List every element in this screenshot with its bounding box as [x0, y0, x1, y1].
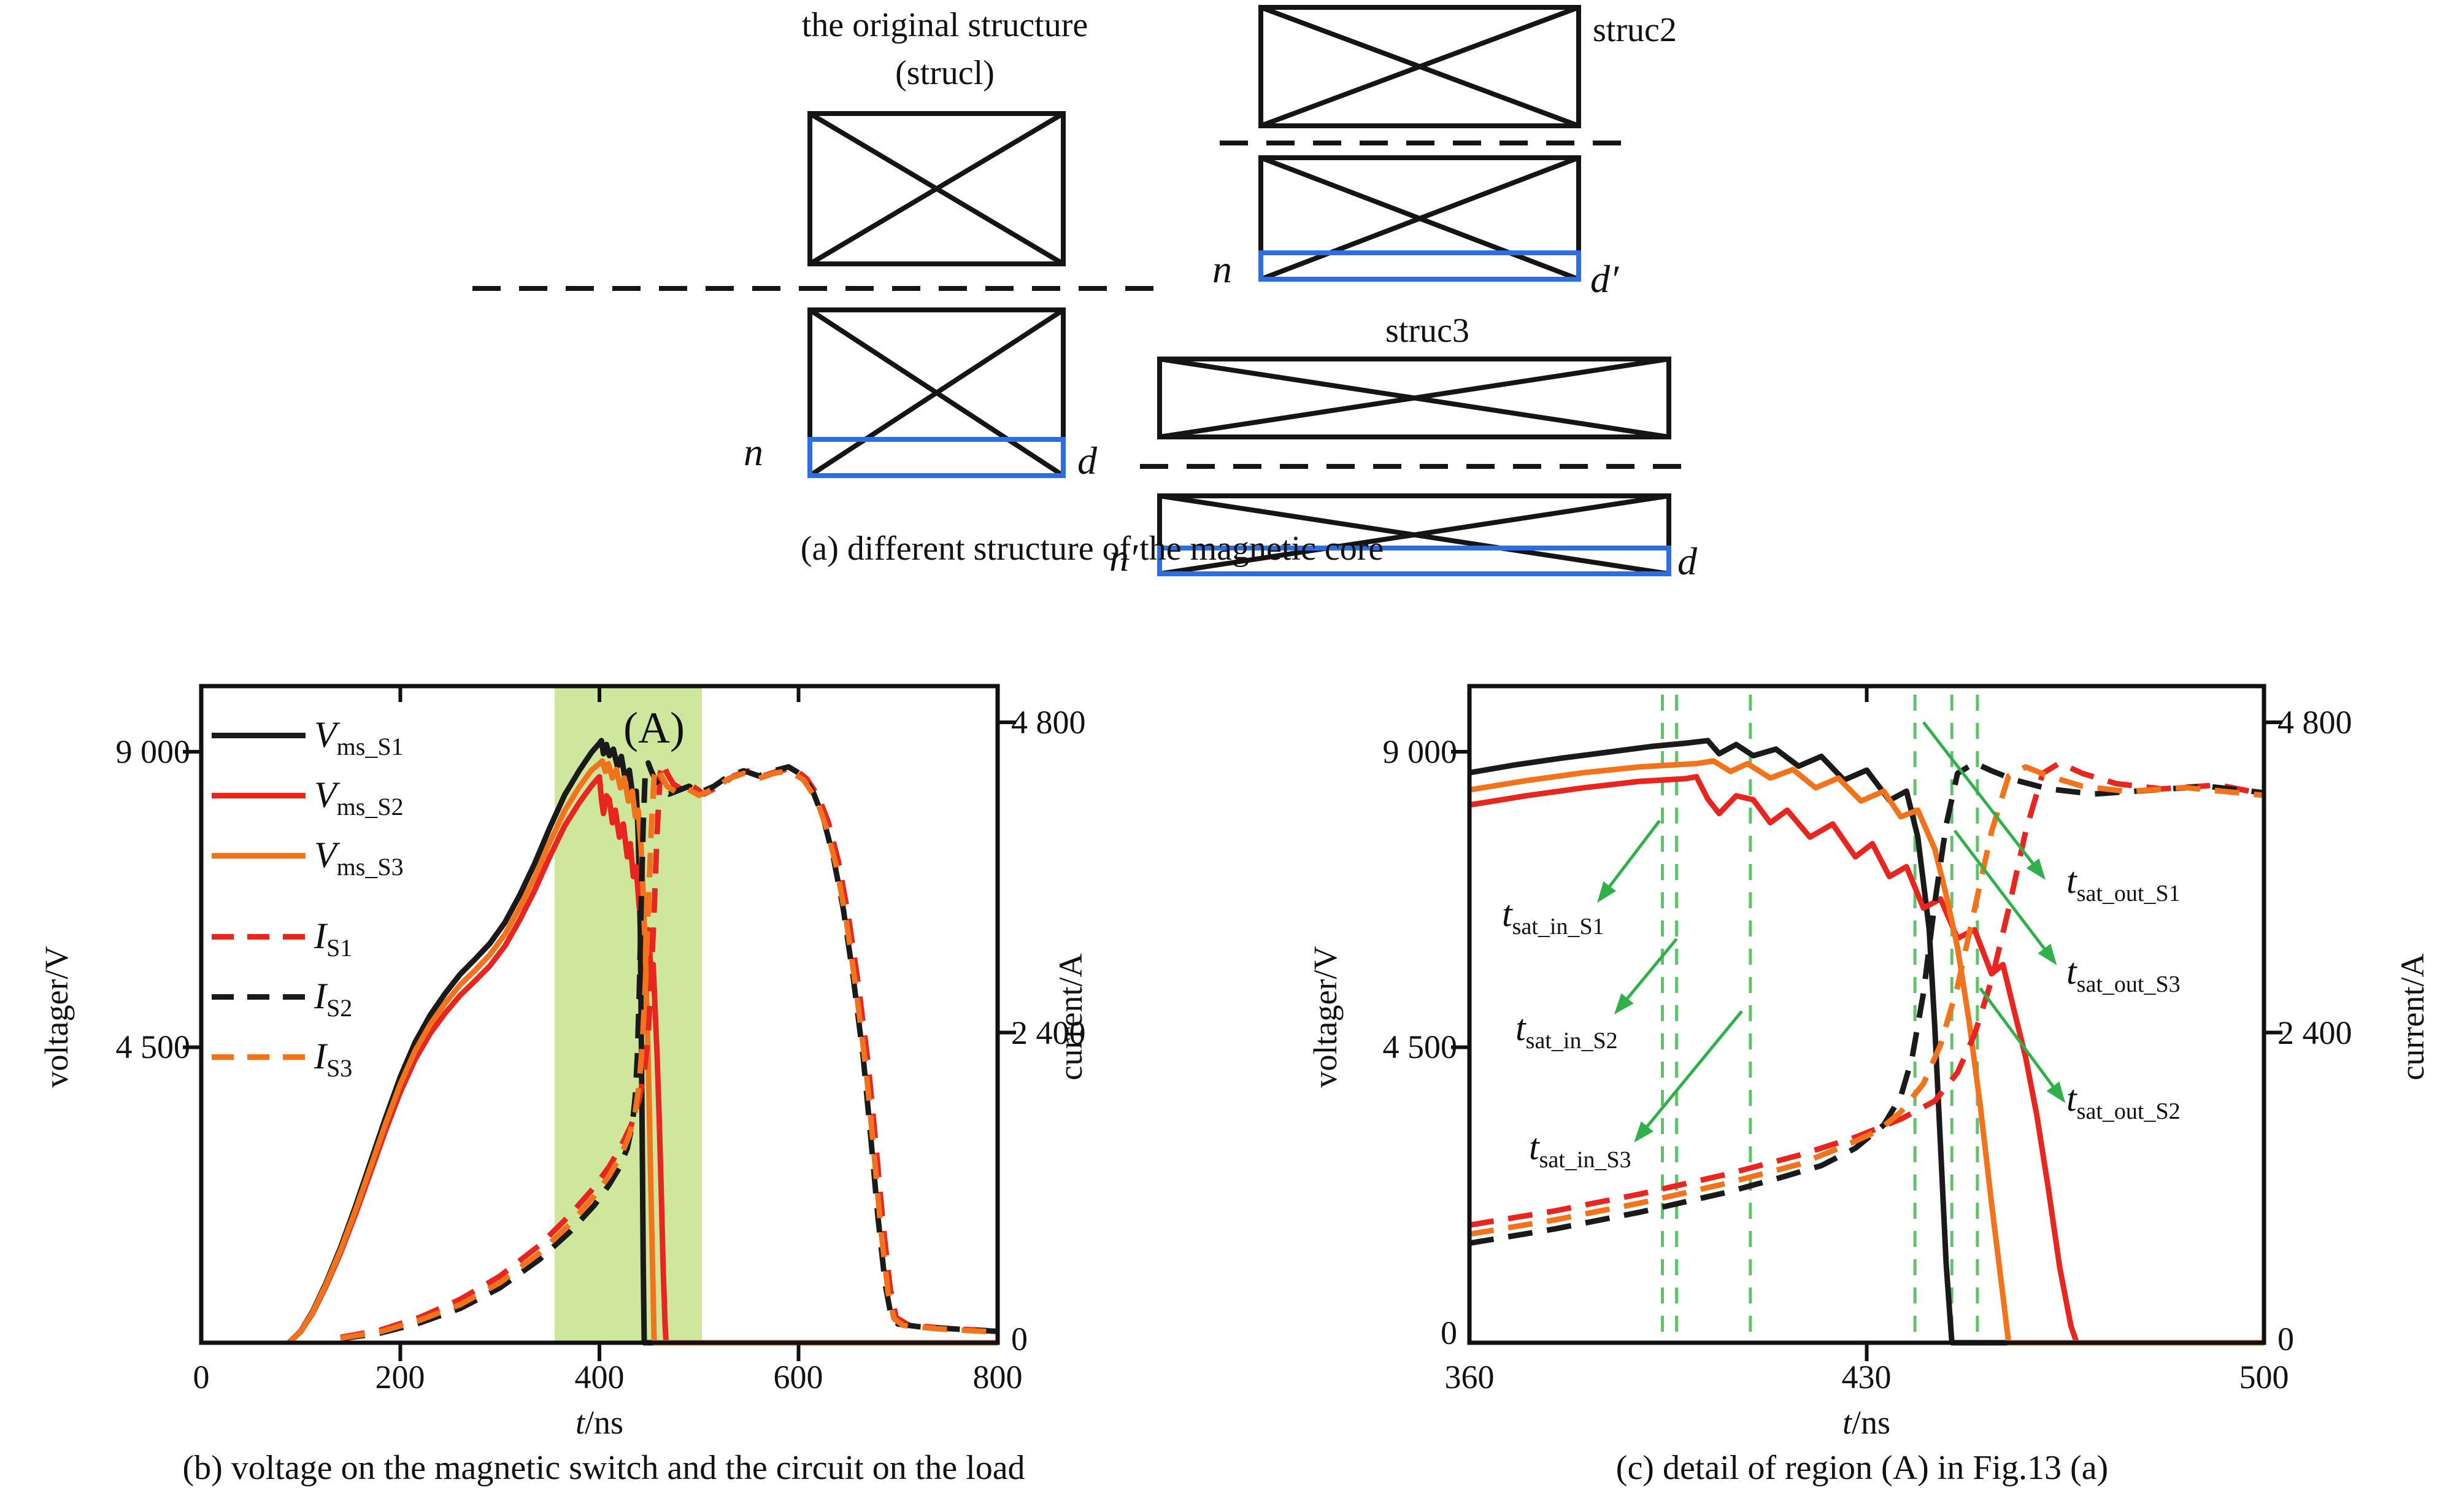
struc2-top-core-rect — [1258, 5, 1581, 128]
panel-c-caption: (c) detail of region (A) in Fig.13 (a) — [1615, 1449, 2109, 1487]
b-yr-tick-0: 0 — [1011, 1321, 1028, 1357]
annotation-t-sat-in-s1: tsat_in_S1 — [1502, 894, 1604, 940]
struc1-top-core-diag2 — [808, 111, 1065, 266]
b-x-tick-600: 600 — [773, 1359, 823, 1396]
b-yr-tick-2400: 2 400 — [1011, 1014, 1086, 1051]
legend-swatch-i-s3 — [212, 1054, 306, 1060]
legend-label-i-s1: IS1 — [314, 916, 353, 962]
struc1-winding-blue-rect — [807, 437, 1066, 478]
struc1-bottom-core-diag2 — [808, 307, 1065, 478]
c-x-tick-430: 430 — [1841, 1359, 1892, 1396]
region-A-label: (A) — [623, 703, 685, 752]
legend-label-i-s2: IS2 — [314, 976, 353, 1022]
legend-swatch-i-s2 — [212, 994, 306, 1000]
c-yl-tick-4500: 4 500 — [1382, 1029, 1458, 1065]
legend-label-vms-s2: Vms_S2 — [314, 774, 404, 820]
c-yl-tick-0: 0 — [1441, 1315, 1457, 1351]
b-x-tick-0: 0 — [193, 1359, 210, 1396]
c-yl-tick-9000: 9 000 — [1382, 733, 1458, 770]
struc2-top-core-diag2 — [1260, 5, 1580, 128]
legend-label-vms-s3: Vms_S3 — [314, 835, 404, 881]
b-yr-tick-4800: 4 800 — [1011, 704, 1086, 741]
struc1-winding-label-d: d — [1077, 439, 1097, 482]
struc3-top-core-diag2 — [1159, 357, 1669, 439]
c-yr-tick-0: 0 — [2277, 1321, 2294, 1357]
c-x-tick-500: 500 — [2239, 1359, 2289, 1396]
struc1-title-line2: (strucl) — [895, 54, 995, 92]
struc1-top-core-rect — [807, 111, 1066, 266]
struc2-winding-label-d-prime: d′ — [1590, 257, 1619, 301]
legend-label-vms-s1: Vms_S1 — [314, 714, 404, 760]
b-yl-tick-4500: 4 500 — [115, 1029, 191, 1065]
legend-swatch-vms-s1 — [212, 733, 306, 738]
legend-swatch-vms-s2 — [212, 793, 306, 798]
c-yr-tick-4800: 4 800 — [2277, 704, 2352, 741]
struc3-winding-label-d: d — [1677, 539, 1697, 583]
b-xlabel: t/ns — [538, 1403, 661, 1442]
c-x-tick-360: 360 — [1444, 1359, 1495, 1396]
struc3-winding-blue-rect — [1157, 546, 1671, 576]
struc2-title: struc2 — [1593, 11, 1677, 49]
b-xlabel-symbol: t — [575, 1404, 585, 1441]
b-x-tick-800: 800 — [972, 1359, 1023, 1396]
c-xlabel: t/ns — [1805, 1403, 1928, 1442]
legend-swatch-i-s1 — [212, 934, 306, 940]
struc1-title-line1: the original structure — [801, 6, 1088, 44]
annotation-t-sat-out-s3: tsat_out_S3 — [2066, 951, 2181, 997]
struc1-winding-label-n: n — [744, 430, 763, 474]
c-yr-tick-2400: 2 400 — [2277, 1014, 2352, 1051]
c-xlabel-unit: /ns — [1851, 1404, 1891, 1441]
c-ylabel-left: voltager/V — [1307, 946, 1344, 1088]
b-x-tick-200: 200 — [375, 1359, 425, 1396]
annotation-t-sat-out-s2: tsat_out_S2 — [2066, 1078, 2181, 1124]
b-x-tick-400: 400 — [574, 1359, 625, 1396]
panel-a-caption: (a) different structure of the magnetic … — [800, 530, 1384, 568]
struc2-winding-blue-rect — [1258, 250, 1581, 282]
annotation-t-sat-in-s2: tsat_in_S2 — [1515, 1008, 1618, 1054]
panel-b-caption: (b) voltage on the magnetic switch and t… — [182, 1449, 1025, 1487]
annotation-t-sat-in-s3: tsat_in_S3 — [1529, 1127, 1631, 1173]
struc3-top-core-rect — [1157, 357, 1671, 439]
struc3-bottom-core-diag2 — [1159, 493, 1669, 576]
struc2-winding-label-n: n — [1212, 247, 1232, 291]
annotation-t-sat-out-s1: tsat_out_S1 — [2066, 860, 2181, 906]
b-yl-tick-9000: 9 000 — [115, 733, 191, 770]
b-xlabel-unit: /ns — [584, 1404, 624, 1441]
struc3-title: struc3 — [1385, 312, 1469, 350]
struc2-bottom-core-diag2 — [1260, 155, 1580, 282]
c-xlabel-symbol: t — [1842, 1404, 1852, 1441]
struc3-cores — [1140, 357, 1696, 576]
c-ylabel-right: current/A — [2394, 953, 2431, 1081]
legend-swatch-vms-s3 — [212, 853, 306, 859]
legend-label-i-s3: IS3 — [314, 1036, 353, 1082]
struc3-winding-label-n-prime: n′ — [1109, 536, 1138, 579]
